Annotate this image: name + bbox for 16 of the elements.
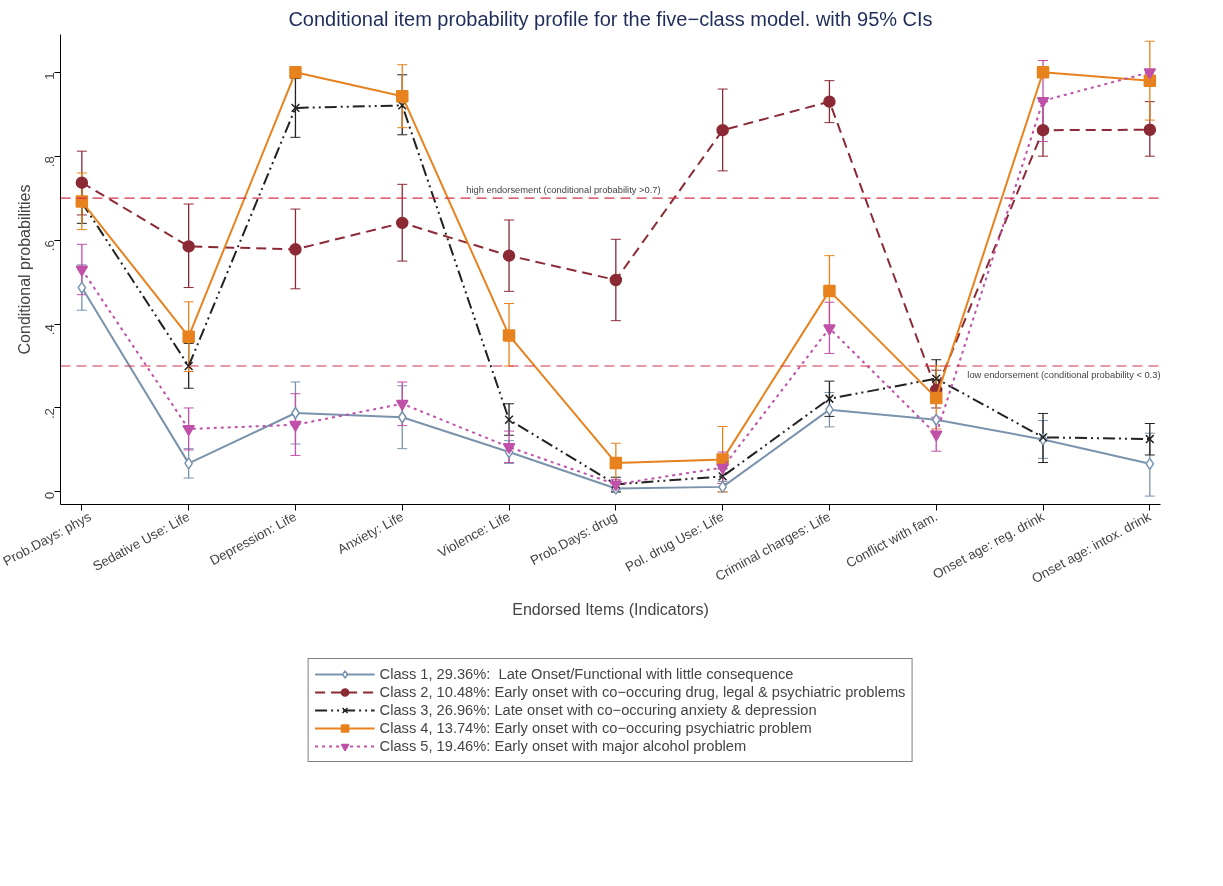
chart-title: Conditional item probability profile for the five−class model. with 95% CIs [288,7,933,30]
y-axis-title: Conditional probabilities [15,184,33,355]
y-tick-label: .4 [42,323,57,336]
y-tick-label: .8 [42,156,57,168]
y-tick-label: 0 [42,491,57,500]
x-axis-title: Endorsed Items (Indicators) [512,600,709,618]
legend-label: Class 2, 10.48%: Early onset with co−occuring drug, legal & psychiatric problems [379,683,906,701]
legend-label: Class 5, 19.46%: Early onset with major alcohol problem [379,737,747,755]
y-tick-label: 1 [42,72,57,80]
y-tick-label: .2 [42,407,57,420]
legend-label: Class 4, 13.74%: Early onset with co−occuring psychiatric problem [379,719,812,737]
legend-label: Class 1, 29.36%: Late Onset/Functional with little consequence [379,665,794,683]
ref-line-label: high endorsement (conditional probability >0.7) [466,185,661,196]
legend-label: Class 3, 26.96%: Late onset with co−occuring anxiety & depression [379,701,817,719]
y-tick-label: .6 [42,240,57,252]
ref-line-label: low endorsement (conditional probability < 0.3) [967,370,1161,381]
